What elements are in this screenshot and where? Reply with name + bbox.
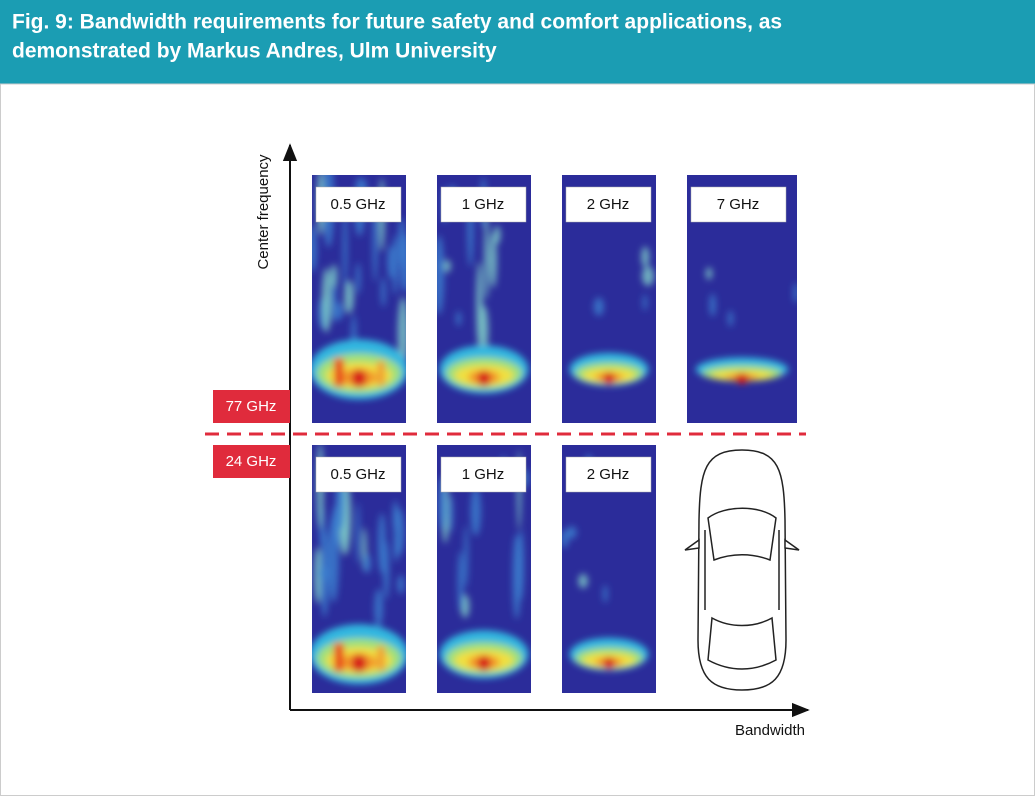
heat [334, 643, 344, 672]
panel-label-box [565, 456, 652, 493]
speckle [387, 245, 395, 279]
speckle [602, 584, 608, 603]
speckle [517, 529, 525, 601]
speckle [312, 224, 318, 273]
speckle [313, 547, 322, 604]
speckle [399, 233, 406, 293]
speckle [793, 282, 797, 304]
band-label: 24 GHz [226, 453, 277, 470]
heat [477, 370, 491, 387]
speckle [342, 204, 348, 291]
panel-label: 2 GHz [587, 466, 630, 483]
speckle [380, 277, 386, 308]
panel-label: 1 GHz [462, 466, 505, 483]
speckle [328, 514, 340, 603]
panel-label: 2 GHz [587, 196, 630, 213]
speckle [566, 526, 577, 539]
speckle [593, 297, 604, 316]
panel-label-box [315, 186, 402, 223]
speckle [562, 529, 569, 549]
x-axis-label: Bandwidth [735, 722, 805, 739]
heat [377, 361, 385, 386]
speckle [397, 574, 405, 594]
panel-label: 0.5 GHz [330, 466, 385, 483]
heat [734, 373, 750, 384]
speckle [642, 266, 654, 286]
speckle [437, 235, 445, 315]
header-title: demonstrated by Markus Andres, Ulm Unive… [12, 40, 497, 63]
speckle [709, 293, 716, 317]
heat [602, 372, 616, 385]
panel-label: 0.5 GHz [330, 196, 385, 213]
heat [602, 656, 616, 670]
panel-label-box [565, 186, 652, 223]
panels: 0.5 GHz 1 GHz 2 GHz 7 GHz 0.5 GHz 1 GHz 2 GHz [312, 175, 797, 693]
speckle [578, 573, 588, 589]
speckle [330, 264, 338, 289]
speckle [448, 494, 454, 534]
speckle [355, 502, 360, 565]
speckle [457, 550, 464, 612]
panel-label: 1 GHz [462, 196, 505, 213]
speckle [377, 513, 386, 574]
heatmap-blobs [312, 445, 406, 685]
speckle [470, 487, 482, 536]
speckle [705, 267, 713, 280]
speckle [344, 280, 354, 314]
band-label: 77 GHz [226, 398, 277, 415]
band-tag [213, 445, 290, 478]
heatmap-blobs [312, 175, 406, 400]
speckle [397, 297, 406, 369]
panel-label-box [690, 186, 787, 223]
heatmap-blobs [437, 177, 529, 394]
panel-label-box [315, 456, 402, 493]
band-tag [213, 390, 290, 423]
speckle [392, 234, 399, 296]
speckle [355, 262, 361, 295]
y-axis-label: Center frequency [255, 154, 272, 270]
speckle [727, 310, 734, 327]
speckle [443, 259, 451, 273]
speckle [463, 525, 469, 588]
heat [351, 369, 367, 388]
speckle [479, 305, 489, 355]
panel-label-box [440, 186, 527, 223]
speckle [363, 553, 372, 574]
heat [477, 655, 491, 672]
header-title: Fig. 9: Bandwidth requirements for futur… [12, 11, 782, 34]
heat [334, 358, 344, 387]
speckle [320, 528, 329, 618]
heat [351, 654, 367, 673]
speckle [392, 500, 399, 533]
panel-label: 7 GHz [717, 196, 760, 213]
car [684, 449, 800, 691]
speckle [374, 588, 384, 628]
heat [377, 646, 385, 671]
speckle [489, 232, 497, 288]
header-bar [0, 0, 1035, 84]
speckle [321, 267, 332, 333]
heatmap-blobs [695, 193, 797, 384]
speckle [642, 294, 648, 311]
speckle [641, 246, 650, 268]
speckle [455, 311, 462, 327]
panel-label-box [440, 456, 527, 493]
speckle [484, 215, 490, 300]
